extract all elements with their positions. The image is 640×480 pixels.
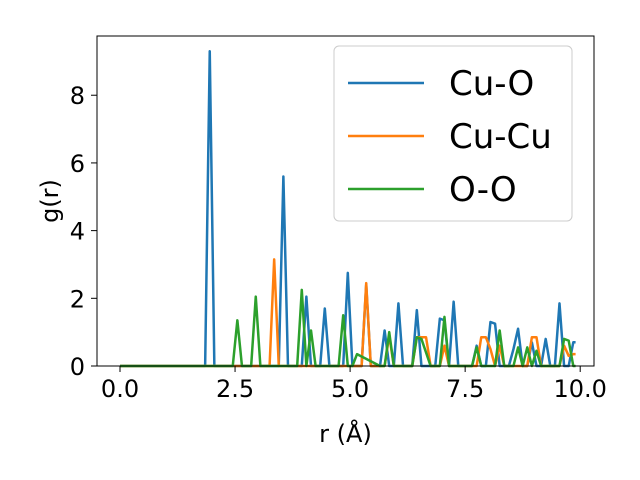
x-tick-label: 0.0 (101, 375, 139, 403)
legend-entries: Cu-O Cu-Cu O-O (348, 64, 552, 210)
legend-frame (333, 45, 573, 222)
y-tick-label: 8 (70, 82, 85, 110)
x-axis-label: r (Å) (319, 419, 372, 448)
x-tick-label: 5.0 (331, 375, 369, 403)
y-tick-label: 2 (70, 285, 85, 313)
x-tick-label: 2.5 (216, 375, 254, 403)
y-tick-label: 6 (70, 150, 85, 178)
legend-label: Cu-Cu (449, 117, 552, 157)
x-axis: 0.0 2.5 5.0 7.5 10.0 (101, 366, 607, 403)
plot-frame (96, 35, 595, 367)
x-tick-label: 10.0 (553, 375, 606, 403)
legend-label: Cu-O (449, 64, 534, 104)
series-line-2 (120, 288, 576, 368)
x-tick-label: 7.5 (446, 375, 484, 403)
y-tick-label: 4 (70, 218, 85, 246)
y-tick-label: 0 (70, 353, 85, 381)
legend-label: O-O (449, 170, 517, 210)
y-axis: 0 2 4 6 8 (70, 82, 97, 381)
y-axis-label: g(r) (36, 179, 64, 223)
legend: Cu-O Cu-Cu O-O (333, 45, 573, 222)
